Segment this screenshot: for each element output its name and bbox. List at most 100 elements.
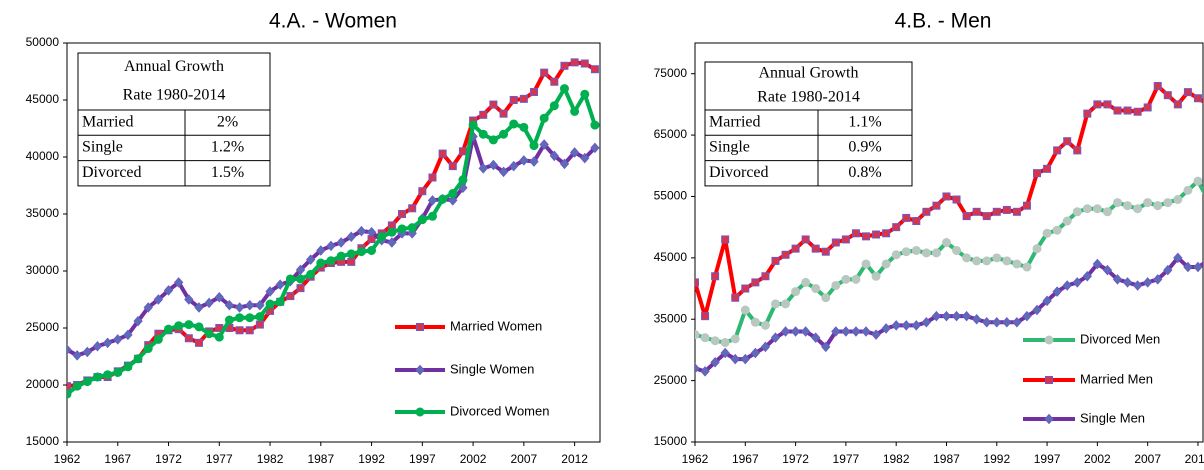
marker <box>438 194 448 204</box>
marker <box>982 317 992 328</box>
marker <box>366 226 377 238</box>
table-cell: 1.5% <box>211 164 244 181</box>
marker <box>1123 201 1133 211</box>
marker <box>1193 261 1203 273</box>
marker <box>235 313 245 323</box>
marker <box>123 362 133 372</box>
y-tick-label: 75000 <box>654 66 688 80</box>
marker <box>448 195 458 206</box>
marker <box>224 299 235 311</box>
marker <box>790 326 801 337</box>
marker <box>1072 277 1082 288</box>
marker <box>1183 261 1193 273</box>
marker <box>841 326 851 337</box>
marker <box>811 244 820 253</box>
marker <box>1002 256 1012 266</box>
marker <box>781 299 791 309</box>
x-tick-label: 2007 <box>1134 452 1161 466</box>
marker <box>194 322 204 332</box>
marker <box>316 245 326 256</box>
x-tick-label: 1987 <box>933 452 960 466</box>
marker <box>1052 286 1062 297</box>
marker <box>831 280 841 290</box>
marker <box>265 299 275 309</box>
marker <box>932 201 941 210</box>
table-cell: 1.2% <box>211 139 244 156</box>
marker <box>296 284 305 293</box>
marker <box>1042 295 1052 307</box>
marker <box>224 315 234 325</box>
marker <box>133 354 143 364</box>
marker <box>416 323 424 331</box>
marker <box>720 338 730 348</box>
marker <box>1063 137 1072 146</box>
marker <box>952 245 962 255</box>
marker <box>881 323 891 334</box>
x-tick-label: 1982 <box>257 452 284 466</box>
marker <box>559 158 570 170</box>
marker <box>1033 169 1042 178</box>
marker <box>1062 280 1072 291</box>
marker <box>741 284 750 293</box>
marker <box>1102 264 1113 276</box>
marker <box>992 317 1002 328</box>
marker <box>458 147 467 156</box>
marker <box>750 317 760 327</box>
marker <box>123 329 133 341</box>
y-tick-label: 55000 <box>654 189 688 203</box>
marker <box>204 297 214 309</box>
marker <box>710 356 720 368</box>
marker <box>1163 264 1173 276</box>
marker <box>549 101 559 111</box>
marker <box>540 68 549 77</box>
marker <box>961 310 972 322</box>
marker <box>770 332 781 343</box>
marker <box>1043 164 1052 173</box>
marker <box>398 210 407 218</box>
marker <box>700 366 710 377</box>
marker <box>1163 91 1172 100</box>
marker <box>740 305 750 315</box>
marker <box>67 389 72 399</box>
table-cell: Married <box>709 113 761 130</box>
marker <box>184 334 193 343</box>
table-header: Rate 1980-2014 <box>757 89 860 106</box>
marker <box>428 173 437 182</box>
marker <box>519 122 529 132</box>
marker <box>882 229 891 238</box>
marker <box>448 162 457 171</box>
y-tick-label: 15000 <box>26 434 60 448</box>
marker <box>861 259 871 269</box>
marker <box>529 156 539 167</box>
x-tick-label: 2012 <box>1185 452 1204 466</box>
marker <box>560 61 569 70</box>
marker <box>1143 198 1153 208</box>
marker <box>992 207 1001 216</box>
marker <box>184 294 194 305</box>
marker <box>1183 88 1192 97</box>
marker <box>234 302 245 313</box>
marker <box>710 336 720 346</box>
y-tick-label: 40000 <box>26 149 60 163</box>
marker <box>1083 109 1092 118</box>
marker <box>347 257 356 266</box>
marker <box>952 195 961 204</box>
marker <box>285 274 295 284</box>
marker <box>871 271 881 281</box>
marker <box>92 372 102 382</box>
marker <box>831 326 841 337</box>
marker <box>499 109 508 118</box>
plot-frame <box>694 42 1204 443</box>
marker <box>1012 207 1021 216</box>
marker <box>902 213 911 222</box>
marker <box>499 129 509 139</box>
marker <box>580 152 590 164</box>
marker <box>1103 100 1112 109</box>
marker <box>1022 201 1031 210</box>
legend-label: Divorced Women <box>450 403 549 418</box>
marker <box>721 235 730 244</box>
marker <box>559 84 569 94</box>
table-header: Annual Growth <box>124 58 224 75</box>
marker <box>102 337 113 349</box>
